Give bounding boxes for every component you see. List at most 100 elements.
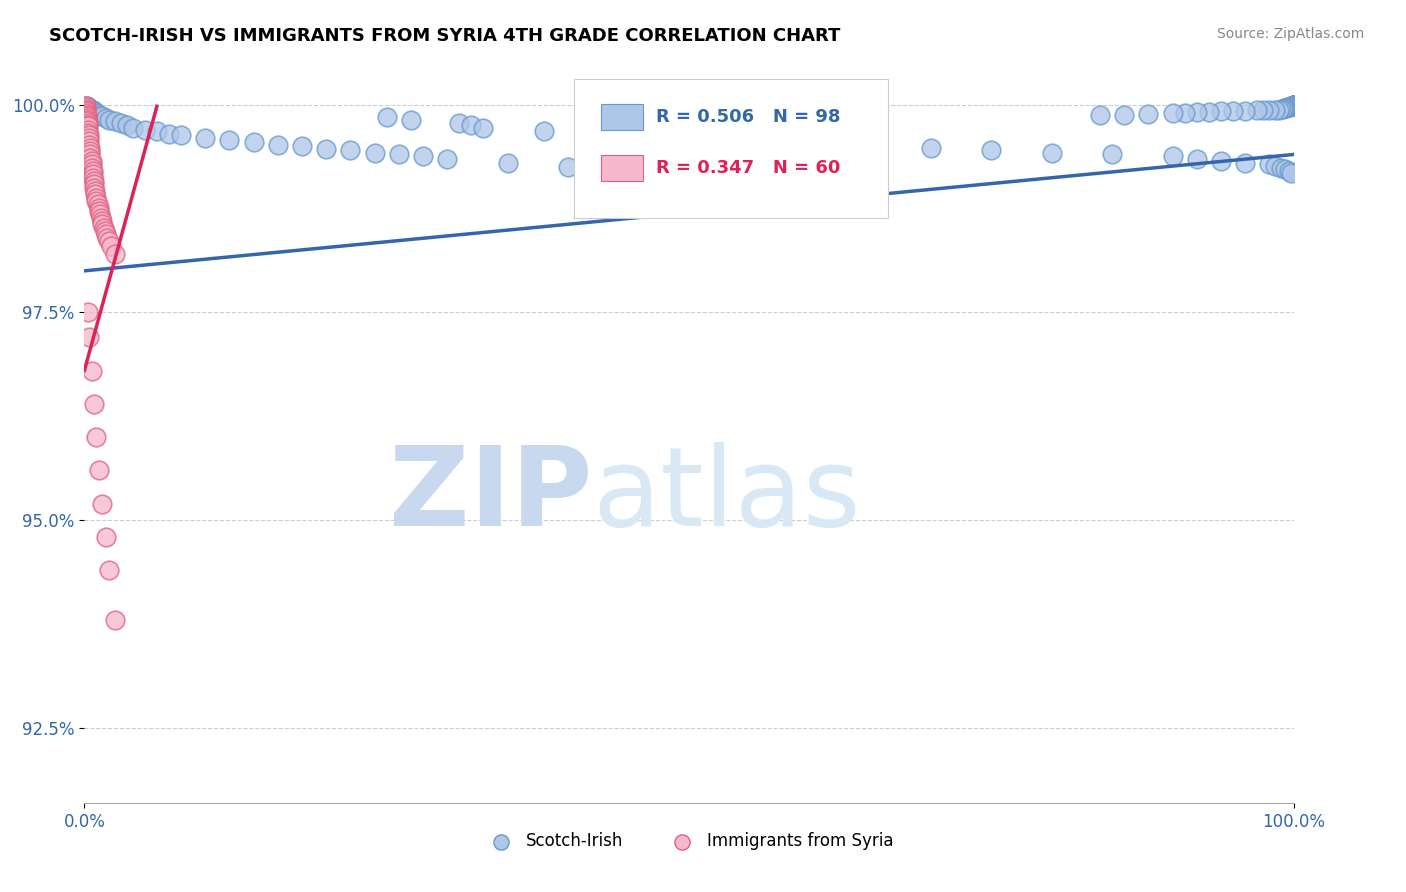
Point bbox=[1088, 108, 1111, 122]
Point bbox=[83, 180, 105, 194]
Point bbox=[77, 118, 100, 132]
Point bbox=[194, 131, 217, 145]
Point bbox=[97, 112, 120, 127]
Point bbox=[100, 239, 122, 253]
Point bbox=[75, 103, 97, 117]
Point bbox=[97, 563, 120, 577]
Point bbox=[1278, 100, 1301, 114]
Point bbox=[799, 135, 821, 149]
Point bbox=[449, 116, 471, 130]
Point bbox=[80, 363, 103, 377]
Point bbox=[242, 135, 264, 149]
Point bbox=[86, 194, 108, 208]
Point bbox=[1274, 162, 1296, 177]
Point bbox=[1282, 98, 1305, 112]
Point bbox=[1279, 99, 1302, 113]
Point bbox=[79, 144, 101, 158]
Point bbox=[87, 107, 110, 121]
Point bbox=[86, 430, 108, 444]
Point bbox=[75, 104, 97, 119]
Point bbox=[87, 201, 110, 215]
Point bbox=[1282, 98, 1305, 112]
Point bbox=[110, 116, 132, 130]
Point bbox=[1282, 99, 1305, 113]
Text: R = 0.347   N = 60: R = 0.347 N = 60 bbox=[657, 159, 841, 177]
Point bbox=[77, 122, 100, 136]
Point bbox=[1185, 105, 1208, 120]
Point bbox=[980, 144, 1002, 158]
Point bbox=[496, 156, 519, 170]
Point bbox=[1114, 107, 1136, 121]
Point bbox=[1137, 107, 1160, 121]
Point bbox=[1234, 156, 1257, 170]
Text: ZIP: ZIP bbox=[389, 442, 592, 549]
Point bbox=[1281, 99, 1303, 113]
Point bbox=[77, 120, 100, 134]
Point bbox=[1209, 104, 1232, 119]
Point bbox=[79, 102, 101, 116]
Text: atlas: atlas bbox=[592, 442, 860, 549]
Point bbox=[94, 224, 117, 238]
Point bbox=[1281, 99, 1303, 113]
Point bbox=[82, 103, 104, 118]
Point bbox=[1253, 103, 1275, 118]
Point bbox=[83, 178, 105, 192]
Point bbox=[76, 109, 98, 123]
Point bbox=[77, 100, 100, 114]
Point bbox=[75, 106, 97, 120]
Point bbox=[77, 128, 100, 142]
Point bbox=[1209, 154, 1232, 169]
Point bbox=[77, 137, 100, 152]
Point bbox=[91, 497, 114, 511]
Point bbox=[678, 129, 700, 144]
Point bbox=[157, 127, 180, 141]
Point bbox=[1258, 157, 1281, 171]
Point bbox=[75, 99, 97, 113]
Point bbox=[96, 230, 118, 244]
Point bbox=[115, 119, 138, 133]
Point bbox=[1185, 152, 1208, 166]
Point bbox=[77, 101, 100, 115]
Point bbox=[79, 151, 101, 165]
Point bbox=[315, 142, 337, 156]
Point bbox=[1246, 103, 1268, 118]
Point bbox=[86, 106, 108, 120]
Point bbox=[1282, 98, 1305, 112]
Point bbox=[1277, 100, 1299, 114]
Point bbox=[1282, 98, 1305, 112]
Point bbox=[104, 247, 127, 261]
Point bbox=[93, 220, 115, 235]
Point bbox=[1198, 105, 1220, 120]
Point bbox=[412, 149, 434, 163]
Point bbox=[91, 217, 114, 231]
Point bbox=[1279, 166, 1302, 180]
Point bbox=[363, 145, 385, 160]
Point bbox=[1161, 106, 1184, 120]
Point bbox=[77, 131, 100, 145]
Point bbox=[82, 168, 104, 182]
Point bbox=[738, 132, 761, 146]
Point bbox=[1281, 99, 1303, 113]
Point bbox=[1234, 104, 1257, 119]
Text: SCOTCH-IRISH VS IMMIGRANTS FROM SYRIA 4TH GRADE CORRELATION CHART: SCOTCH-IRISH VS IMMIGRANTS FROM SYRIA 4T… bbox=[49, 27, 841, 45]
Point bbox=[80, 161, 103, 175]
Point bbox=[1222, 104, 1244, 119]
Point bbox=[76, 111, 98, 125]
Point bbox=[1268, 103, 1291, 117]
Point bbox=[83, 397, 105, 411]
Point bbox=[399, 112, 422, 127]
Point bbox=[1258, 103, 1281, 117]
Point bbox=[94, 227, 117, 242]
Bar bbox=[600, 155, 643, 181]
Point bbox=[104, 114, 127, 128]
Point bbox=[375, 110, 398, 124]
Point bbox=[77, 116, 100, 130]
Point bbox=[557, 160, 579, 174]
FancyBboxPatch shape bbox=[574, 78, 889, 218]
Point bbox=[94, 111, 117, 125]
Point bbox=[97, 234, 120, 248]
Point bbox=[80, 103, 103, 117]
Text: R = 0.506   N = 98: R = 0.506 N = 98 bbox=[657, 108, 841, 126]
Point bbox=[89, 207, 111, 221]
Point bbox=[291, 139, 314, 153]
